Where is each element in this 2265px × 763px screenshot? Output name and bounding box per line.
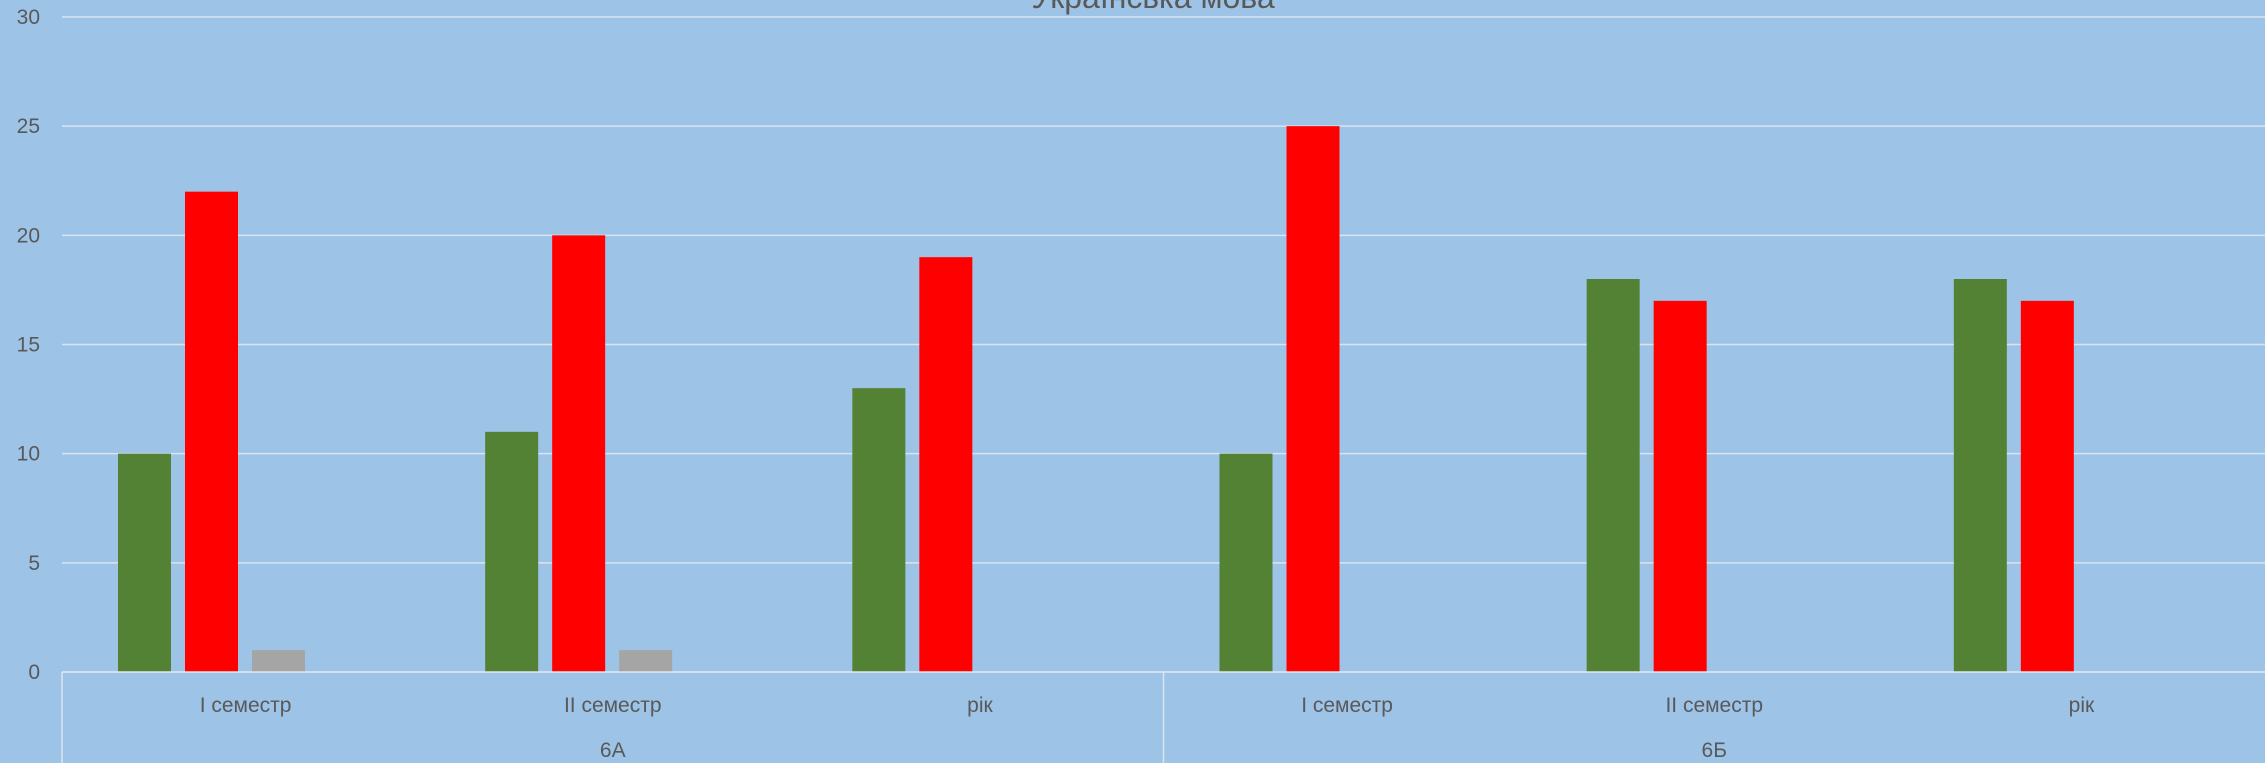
bar — [1286, 126, 1340, 672]
bar — [1586, 279, 1640, 672]
bar — [852, 388, 906, 672]
y-tick-label: 30 — [17, 6, 40, 29]
y-axis: 0 5 10 15 20 25 30 — [17, 6, 40, 684]
category-label: рік — [2069, 694, 2095, 717]
bar — [619, 650, 673, 672]
bar — [118, 453, 171, 672]
x-axis: I семестр II семестр рік 6А I семестр II семе… — [61, 671, 2265, 763]
category-label: II семестр — [564, 694, 662, 717]
bar — [1219, 453, 1273, 672]
category-label: рік — [967, 694, 993, 717]
y-tick-label: 5 — [28, 552, 40, 575]
group-label: 6А — [600, 739, 626, 762]
gridlines — [62, 16, 2265, 673]
bar — [252, 650, 305, 672]
bar — [919, 257, 973, 672]
category-label: I семестр — [1301, 694, 1393, 717]
y-tick-label: 25 — [17, 115, 40, 138]
bars — [118, 126, 2074, 673]
y-tick-label: 10 — [17, 443, 40, 466]
bar — [185, 191, 238, 672]
y-tick-label: 20 — [17, 224, 40, 247]
y-tick-label: 0 — [28, 661, 40, 684]
bar — [2020, 300, 2074, 672]
chart-title: Українська мова — [1031, 0, 1275, 15]
bar — [552, 235, 606, 673]
category-label: I семестр — [200, 694, 292, 717]
group-label: 6Б — [1702, 739, 1727, 762]
category-label: II семестр — [1665, 694, 1763, 717]
bar — [485, 431, 539, 672]
bar — [1953, 279, 2007, 672]
y-tick-label: 15 — [17, 334, 40, 357]
bar — [1653, 300, 1707, 672]
